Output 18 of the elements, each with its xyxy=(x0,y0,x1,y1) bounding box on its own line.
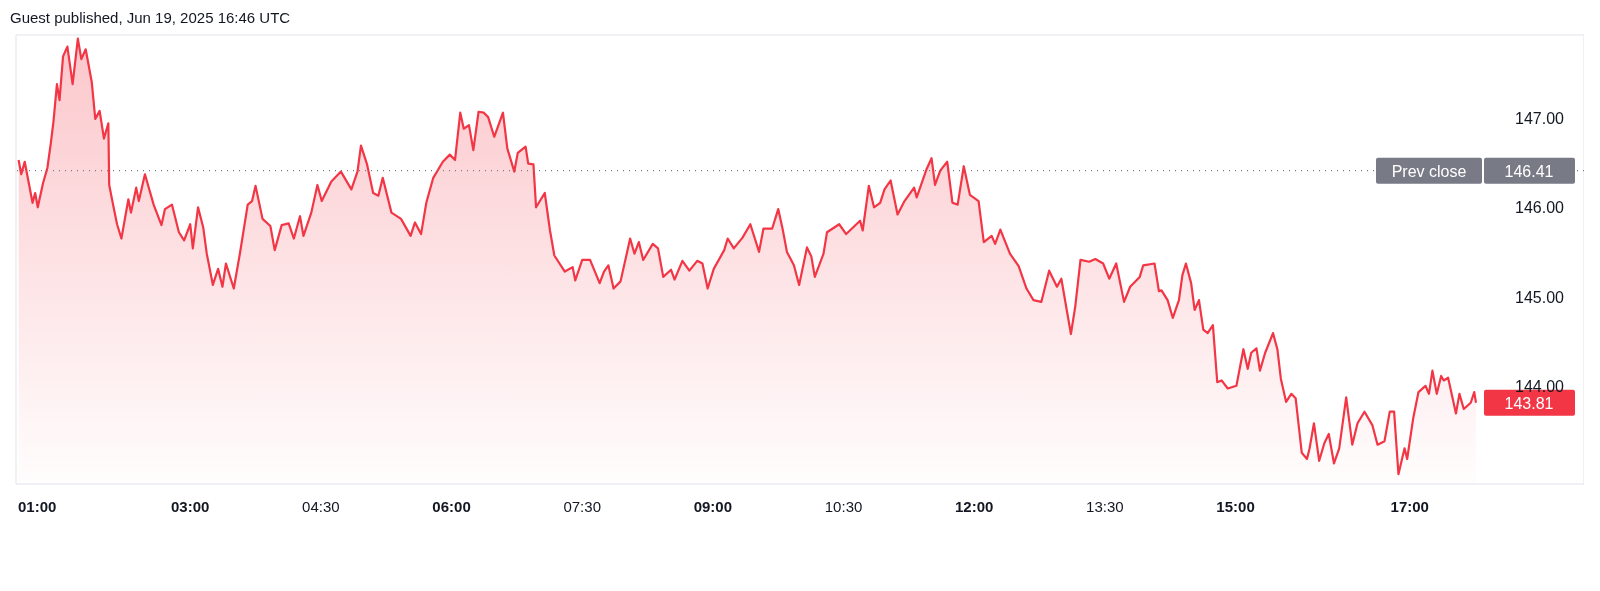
x-tick-label: 01:00 xyxy=(18,498,57,515)
annotation: 146.41 xyxy=(1504,162,1554,180)
chart-title: Guest published, Jun 19, 2025 16:46 UTC xyxy=(9,8,292,28)
annotation: 143.81 xyxy=(1504,394,1554,412)
y-tick-label: 147.00 xyxy=(1515,110,1565,128)
x-tick-label: 07:30 xyxy=(563,498,601,515)
x-tick-label: 04:30 xyxy=(302,498,340,515)
x-tick-label: 03:00 xyxy=(171,498,210,515)
x-tick-label: 12:00 xyxy=(955,498,994,515)
x-tick-label: 15:00 xyxy=(1216,498,1255,515)
x-tick-label: 13:30 xyxy=(1086,498,1124,515)
ref-line-label: Prev close xyxy=(1391,162,1467,180)
x-tick-label: 09:00 xyxy=(693,498,733,515)
x-tick-label: 10:30 xyxy=(824,498,863,515)
y-tick-label: 145.00 xyxy=(1515,288,1565,306)
y-tick-label: 146.00 xyxy=(1515,199,1565,217)
x-tick-label: 17:00 xyxy=(1390,498,1429,515)
x-tick-label: 06:00 xyxy=(432,498,471,515)
